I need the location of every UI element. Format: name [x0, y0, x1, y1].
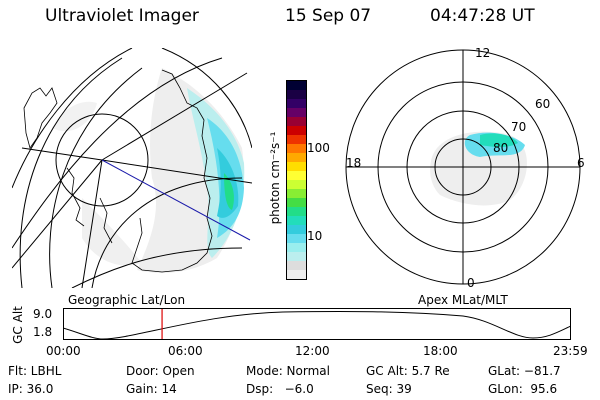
- colorbar-segment: [287, 162, 306, 172]
- colorbar-segment: [287, 180, 306, 190]
- colorbar-tick-10: 10: [307, 229, 323, 243]
- colorbar-segment: [287, 225, 306, 235]
- lat-label-80: 80: [493, 141, 509, 155]
- lat-lon-grid: [12, 48, 252, 288]
- alt-x-tick-0: 00:00: [46, 344, 81, 358]
- colorbar-segment: [287, 99, 306, 109]
- colorbar: [286, 80, 307, 280]
- alt-x-tick-4: 23:59: [553, 344, 588, 358]
- time-label: 04:47:28 UT: [430, 6, 535, 26]
- alt-x-tick-1: 06:00: [168, 344, 203, 358]
- alt-tick-1: 1.8: [33, 325, 53, 339]
- colorbar-tick-100: 100: [307, 141, 330, 155]
- status-mode: Mode: Normal: [246, 364, 330, 378]
- geographic-image: [12, 48, 252, 288]
- colorbar-segment: [287, 234, 306, 244]
- altitude-curve: [63, 310, 571, 340]
- colorbar-segment: [287, 252, 306, 262]
- lat-label-60: 60: [535, 97, 551, 111]
- aurora-glow: [52, 68, 245, 273]
- alt-tick-9: 9.0: [33, 307, 53, 321]
- mlt-label-18: 18: [346, 156, 362, 170]
- colorbar-segment: [287, 144, 306, 154]
- mlt-label-6: 6: [577, 156, 585, 170]
- status-flt: Flt: LBHL: [8, 364, 62, 378]
- status-dsp: Dsp: −6.0: [246, 382, 314, 396]
- altitude-ylabel: GC Alt: [11, 306, 25, 344]
- colorbar-segment: [287, 117, 306, 127]
- colorbar-segment: [287, 171, 306, 181]
- mlt-label-0: 0: [467, 276, 475, 290]
- date-label: 15 Sep 07: [285, 6, 372, 26]
- colorbar-segment: [287, 90, 306, 100]
- apex-label: Apex MLat/MLT: [418, 293, 508, 307]
- colorbar-unit-label: photon cm⁻²s⁻¹: [268, 131, 282, 225]
- geographic-label: Geographic Lat/Lon: [68, 293, 186, 307]
- mlt-label-12: 12: [475, 46, 491, 60]
- status-ip: IP: 36.0: [8, 382, 54, 396]
- colorbar-segment: [287, 243, 306, 253]
- colorbar-segment: [287, 189, 306, 199]
- lat-label-70: 70: [511, 120, 527, 134]
- terminator-line: [101, 159, 251, 241]
- colorbar-segment: [287, 153, 306, 163]
- polar-plot: [345, 49, 581, 285]
- colorbar-segment: [287, 81, 306, 91]
- colorbar-segment: [287, 207, 306, 217]
- altitude-plot: [63, 308, 571, 340]
- status-door: Door: Open: [126, 364, 195, 378]
- colorbar-segment: [287, 270, 306, 279]
- instrument-title: Ultraviolet Imager: [45, 6, 199, 26]
- colorbar-segment: [287, 216, 306, 226]
- colorbar-segment: [287, 198, 306, 208]
- colorbar-segment: [287, 126, 306, 136]
- status-glon: GLon: 95.6: [488, 382, 558, 396]
- polar-aurora: [430, 131, 527, 206]
- alt-x-tick-3: 18:00: [423, 344, 458, 358]
- polar-grid: [345, 49, 581, 285]
- alt-x-tick-2: 12:00: [295, 344, 330, 358]
- status-glat: GLat: −81.7: [488, 364, 561, 378]
- status-gain: Gain: 14: [126, 382, 177, 396]
- colorbar-segment: [287, 108, 306, 118]
- colorbar-segment: [287, 135, 306, 145]
- status-gc-alt: GC Alt: 5.7 Re: [366, 364, 450, 378]
- colorbar-segment: [287, 261, 306, 271]
- status-seq: Seq: 39: [366, 382, 412, 396]
